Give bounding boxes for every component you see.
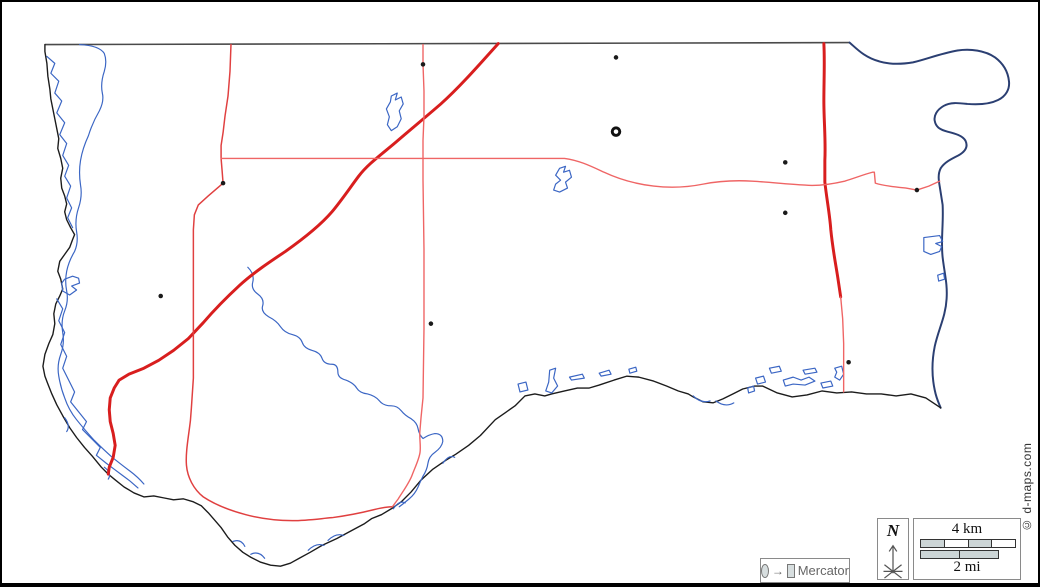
shore-arc-3 [307, 543, 325, 551]
north-center-lake [385, 92, 404, 132]
north-label: N [886, 521, 900, 540]
projection-arrow-icon: → [771, 563, 784, 578]
west-vertical-road [220, 43, 232, 184]
town-dot [220, 180, 226, 186]
projection-label: Mercator [797, 563, 849, 578]
town-dot [846, 360, 851, 365]
scale-bar-mi [920, 550, 999, 559]
center-lake [553, 165, 573, 193]
shore-arc-1 [232, 540, 246, 547]
coastal-islet-2 [545, 367, 559, 394]
coastal-islet-10 [820, 380, 834, 389]
town-dot [782, 160, 788, 165]
west-river-braid-lower [56, 298, 139, 489]
coastal-islet-12 [747, 385, 756, 394]
west-river-braid-upper [46, 55, 74, 229]
coastal-islet-6 [754, 375, 767, 385]
west-river [57, 43, 145, 485]
coastal-islet-8 [782, 376, 816, 387]
coastal-islet-11 [834, 365, 845, 381]
scale-box: 4 km 2 mi [913, 518, 1021, 580]
scale-segment [921, 551, 960, 558]
town-dot [782, 210, 788, 216]
coastal-islet-5 [628, 366, 638, 374]
horizontal-road [220, 157, 941, 191]
globe-circle-icon [761, 563, 769, 578]
town-dot [914, 187, 920, 193]
scale-segment [960, 551, 998, 558]
east-coastline [848, 41, 1011, 409]
scale-segment [968, 540, 993, 547]
shore-arc-2 [250, 552, 266, 559]
scale-km-label: 4 km [951, 521, 983, 537]
major-road-east [822, 42, 843, 299]
town-dot [420, 62, 426, 67]
east-pond [937, 272, 946, 282]
town-dot [158, 293, 163, 299]
north-arrow-icon [883, 544, 903, 579]
coastal-islet-1 [517, 381, 529, 393]
projected-square-icon [786, 563, 795, 578]
central-river [247, 266, 444, 508]
coastal-islet-7 [768, 365, 782, 374]
scale-mi-label: 2 mi [953, 559, 981, 575]
shore-arc-6 [442, 455, 456, 464]
towns-layer [158, 55, 920, 365]
south-west-coastline [42, 43, 942, 567]
southwest-road [185, 182, 394, 522]
scale-segment [944, 540, 969, 547]
shore-arc-4 [327, 534, 345, 542]
major-road-east-extension [839, 296, 845, 393]
scale-bar-km [920, 539, 1016, 548]
scale-segment [921, 540, 945, 547]
scale-segment [992, 540, 1015, 547]
copyright-text: © d-maps.com [1020, 442, 1034, 532]
shore-arc-5 [392, 501, 406, 510]
coastal-islet-9 [802, 367, 818, 375]
capital-layer [610, 126, 622, 137]
shore-arc-7 [692, 395, 711, 403]
projection-legend: → Mercator [760, 558, 850, 583]
shore-arc-8 [715, 400, 735, 406]
coastal-islet-4 [598, 369, 612, 377]
coastal-islet-3 [568, 373, 585, 381]
north-border-line [44, 41, 850, 46]
town-dot [613, 55, 619, 60]
east-lake [923, 234, 944, 255]
major-road-west [106, 42, 500, 476]
capital-ring [610, 126, 622, 137]
town-dot [428, 321, 434, 326]
north-arrow-box: N [877, 518, 909, 580]
west-lake [61, 275, 81, 296]
shore-arc-9 [64, 417, 69, 433]
central-vertical-road [391, 43, 425, 508]
